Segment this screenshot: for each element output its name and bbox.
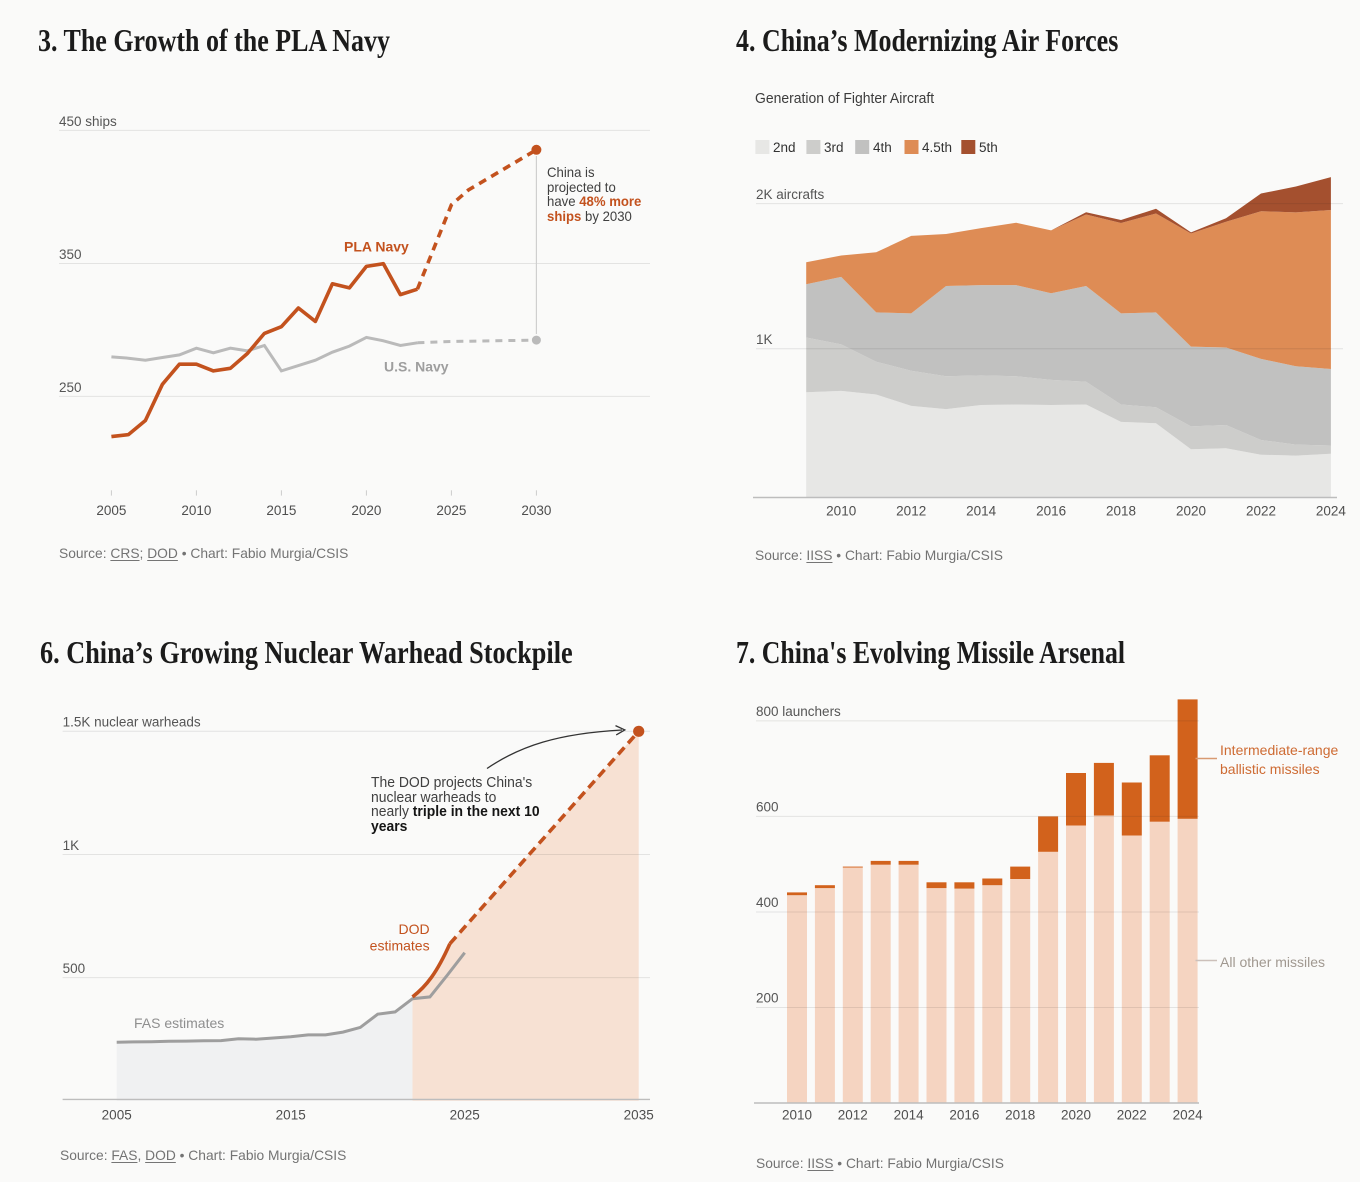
svg-text:500: 500 (63, 961, 86, 976)
svg-text:1K: 1K (756, 332, 773, 347)
svg-text:1.5K nuclear warheads: 1.5K nuclear warheads (63, 715, 201, 730)
svg-text:2024: 2024 (1173, 1108, 1204, 1123)
svg-text:600: 600 (756, 800, 779, 815)
svg-text:4.5th: 4.5th (922, 140, 952, 155)
svg-text:2K aircrafts: 2K aircrafts (756, 187, 825, 202)
svg-text:2016: 2016 (1036, 503, 1066, 518)
svg-text:2010: 2010 (181, 503, 211, 518)
svg-text:1K: 1K (63, 838, 80, 853)
svg-text:250: 250 (59, 380, 82, 395)
svg-text:PLA Navy: PLA Navy (344, 239, 409, 255)
svg-text:2014: 2014 (966, 503, 997, 518)
svg-text:2030: 2030 (521, 503, 551, 518)
svg-text:3rd: 3rd (824, 140, 844, 155)
svg-text:2020: 2020 (351, 503, 381, 518)
svg-text:2012: 2012 (896, 503, 926, 518)
svg-text:2035: 2035 (624, 1108, 654, 1123)
svg-text:2010: 2010 (782, 1108, 812, 1123)
svg-text:2nd: 2nd (773, 140, 796, 155)
svg-text:FAS estimates: FAS estimates (134, 1015, 224, 1031)
svg-text:350: 350 (59, 247, 82, 262)
svg-text:2020: 2020 (1061, 1108, 1091, 1123)
svg-text:4th: 4th (873, 140, 892, 155)
svg-text:5th: 5th (979, 140, 998, 155)
svg-text:U.S. Navy: U.S. Navy (384, 358, 449, 374)
svg-text:2015: 2015 (266, 503, 296, 518)
svg-text:800 launchers: 800 launchers (756, 704, 841, 719)
svg-text:2025: 2025 (450, 1108, 480, 1123)
svg-text:2012: 2012 (838, 1108, 868, 1123)
svg-text:2022: 2022 (1117, 1108, 1147, 1123)
svg-text:2016: 2016 (949, 1108, 979, 1123)
svg-text:200: 200 (756, 991, 779, 1006)
svg-text:2010: 2010 (826, 503, 856, 518)
svg-text:450 ships: 450 ships (59, 114, 117, 129)
svg-text:2005: 2005 (96, 503, 126, 518)
svg-text:2015: 2015 (276, 1108, 306, 1123)
svg-text:2020: 2020 (1176, 503, 1206, 518)
svg-text:2005: 2005 (102, 1108, 132, 1123)
svg-text:estimates: estimates (370, 938, 430, 954)
svg-text:2018: 2018 (1005, 1108, 1035, 1123)
svg-text:DOD: DOD (398, 921, 429, 937)
svg-text:2018: 2018 (1106, 503, 1136, 518)
svg-text:400: 400 (756, 895, 779, 910)
svg-text:2024: 2024 (1316, 503, 1347, 518)
svg-text:2025: 2025 (436, 503, 466, 518)
svg-text:2022: 2022 (1246, 503, 1276, 518)
svg-text:2014: 2014 (894, 1108, 925, 1123)
